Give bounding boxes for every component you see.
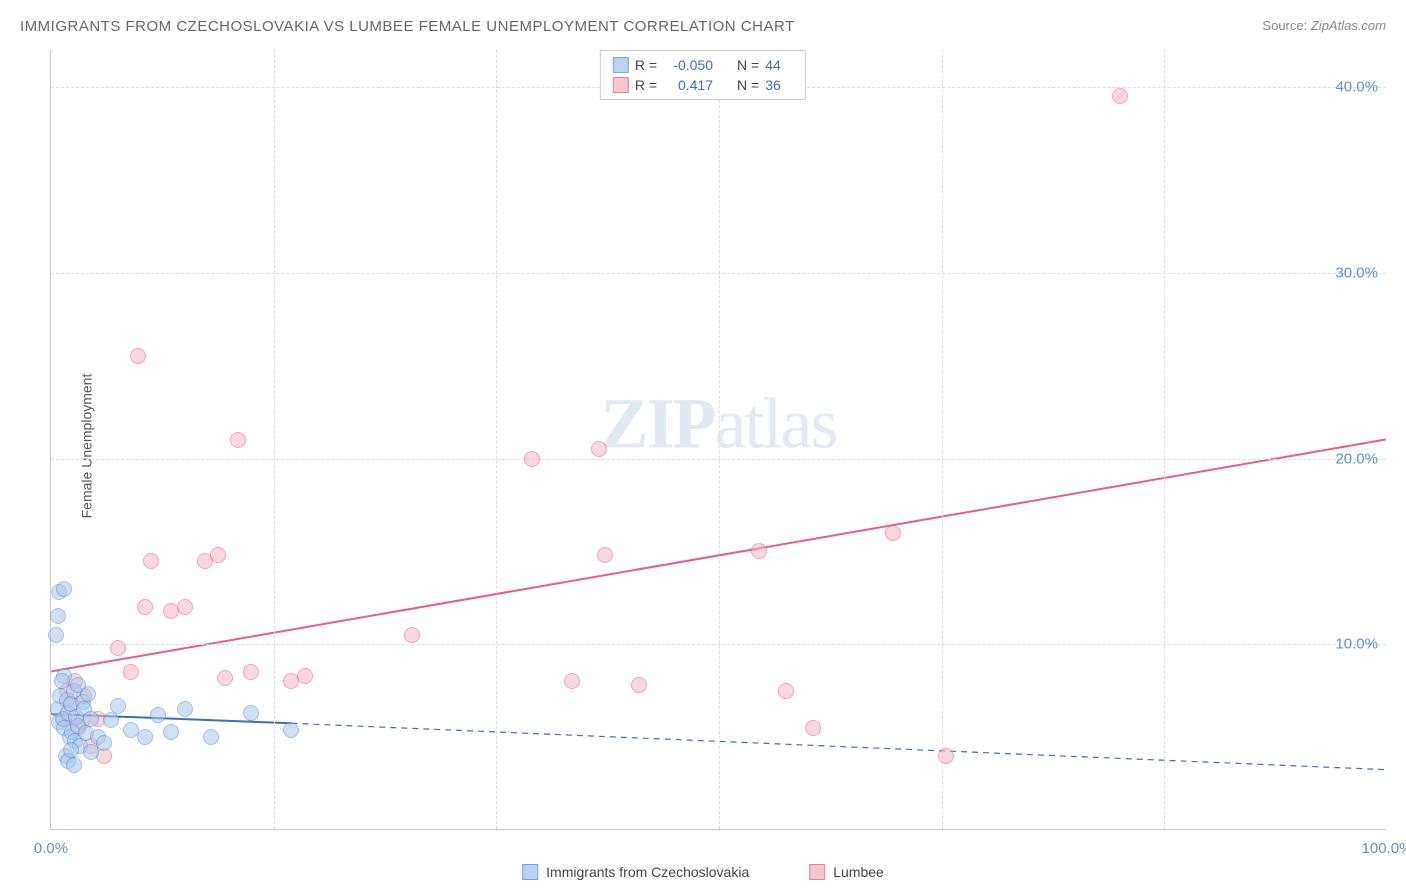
scatter-point: [230, 432, 246, 448]
scatter-point: [103, 712, 119, 728]
stat-r-label: R =: [635, 55, 657, 75]
scatter-point: [778, 683, 794, 699]
source-label: Source:: [1262, 18, 1307, 33]
grid-line-vertical: [496, 50, 497, 829]
scatter-point: [751, 543, 767, 559]
stat-n-value: 44: [765, 55, 793, 75]
scatter-point: [885, 525, 901, 541]
scatter-point: [1112, 88, 1128, 104]
scatter-point: [243, 664, 259, 680]
scatter-point: [177, 701, 193, 717]
scatter-point: [137, 599, 153, 615]
stats-legend-row: R = 0.417 N = 36: [613, 75, 793, 95]
scatter-point: [66, 757, 82, 773]
scatter-point: [203, 729, 219, 745]
legend-item: Immigrants from Czechoslovakia: [522, 864, 749, 880]
scatter-point: [83, 711, 99, 727]
stats-legend-row: R = -0.050 N = 44: [613, 55, 793, 75]
scatter-point: [564, 673, 580, 689]
x-tick-label: 100.0%: [1362, 840, 1406, 857]
grid-line-vertical: [1164, 50, 1165, 829]
y-tick-label: 40.0%: [1335, 79, 1378, 96]
stats-legend: R = -0.050 N = 44 R = 0.417 N = 36: [600, 50, 806, 100]
legend-label: Immigrants from Czechoslovakia: [546, 864, 749, 880]
stat-n-label: N =: [737, 55, 759, 75]
scatter-point: [143, 553, 159, 569]
scatter-point: [297, 668, 313, 684]
chart-title: IMMIGRANTS FROM CZECHOSLOVAKIA VS LUMBEE…: [20, 18, 795, 35]
scatter-point: [48, 627, 64, 643]
scatter-point: [63, 742, 79, 758]
scatter-point: [177, 599, 193, 615]
scatter-point: [96, 735, 112, 751]
y-tick-label: 30.0%: [1335, 264, 1378, 281]
legend-swatch: [809, 864, 825, 880]
scatter-point: [70, 677, 86, 693]
scatter-point: [283, 722, 299, 738]
watermark-atlas: atlas: [715, 383, 837, 463]
scatter-point: [524, 451, 540, 467]
grid-line-vertical: [274, 50, 275, 829]
stat-r-value: -0.050: [663, 55, 713, 75]
stat-n-value: 36: [765, 75, 793, 95]
scatter-point: [805, 720, 821, 736]
scatter-point: [130, 348, 146, 364]
y-tick-label: 10.0%: [1335, 636, 1378, 653]
stat-n-label: N =: [737, 75, 759, 95]
plot-area: ZIPatlas 10.0%20.0%30.0%40.0%0.0%100.0%: [50, 50, 1386, 830]
bottom-legend: Immigrants from Czechoslovakia Lumbee: [522, 864, 884, 880]
scatter-point: [54, 673, 70, 689]
stat-r-label: R =: [635, 75, 657, 95]
grid-line-vertical: [719, 50, 720, 829]
scatter-point: [50, 608, 66, 624]
scatter-point: [123, 664, 139, 680]
scatter-point: [150, 707, 166, 723]
legend-label: Lumbee: [833, 864, 884, 880]
watermark-zip: ZIP: [601, 383, 715, 463]
y-tick-label: 20.0%: [1335, 450, 1378, 467]
scatter-point: [217, 670, 233, 686]
scatter-point: [110, 698, 126, 714]
scatter-point: [163, 724, 179, 740]
regression-line-extrapolated: [292, 723, 1386, 769]
scatter-point: [56, 581, 72, 597]
scatter-point: [631, 677, 647, 693]
scatter-point: [137, 729, 153, 745]
scatter-point: [597, 547, 613, 563]
chart-container: IMMIGRANTS FROM CZECHOSLOVAKIA VS LUMBEE…: [0, 0, 1406, 892]
x-tick-label: 0.0%: [34, 840, 68, 857]
scatter-point: [210, 547, 226, 563]
scatter-point: [110, 640, 126, 656]
scatter-point: [243, 705, 259, 721]
scatter-point: [591, 441, 607, 457]
legend-item: Lumbee: [809, 864, 884, 880]
legend-swatch: [613, 77, 629, 93]
scatter-point: [938, 748, 954, 764]
stat-r-value: 0.417: [663, 75, 713, 95]
source-attribution: Source: ZipAtlas.com: [1262, 18, 1386, 33]
source-value: ZipAtlas.com: [1311, 18, 1386, 33]
legend-swatch: [522, 864, 538, 880]
scatter-point: [404, 627, 420, 643]
legend-swatch: [613, 57, 629, 73]
grid-line-vertical: [942, 50, 943, 829]
